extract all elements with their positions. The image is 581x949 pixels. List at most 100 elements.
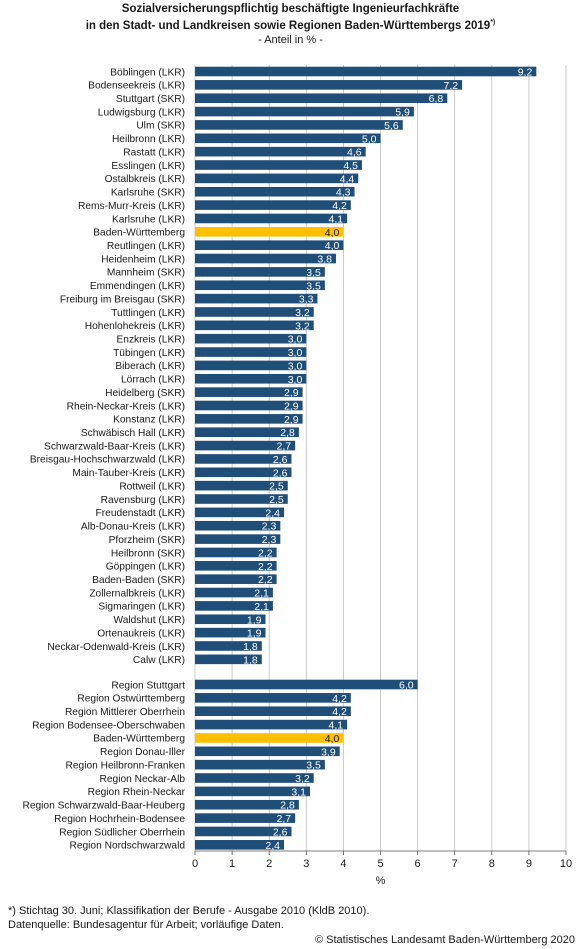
- value-label: 3,2: [295, 320, 310, 332]
- category-label: Stuttgart (SKR): [116, 94, 185, 105]
- category-label: Bodenseekreis (LKR): [88, 81, 185, 92]
- value-label: 5,0: [362, 133, 377, 145]
- category-label: Ostalbkreis (LKR): [105, 174, 185, 185]
- x-tick-label: 5: [377, 858, 383, 870]
- value-label: 3,8: [317, 254, 332, 266]
- value-label: 3,5: [306, 267, 321, 279]
- bar: [195, 427, 299, 438]
- value-label: 3,0: [288, 334, 303, 346]
- category-label: Neckar-Odenwald-Kreis (LKR): [47, 642, 185, 653]
- bar: [195, 93, 448, 104]
- value-label: 2,9: [284, 401, 299, 413]
- value-label: 2,2: [258, 561, 273, 573]
- category-label: Freiburg im Breisgau (SKR): [60, 294, 185, 305]
- bar: [195, 654, 262, 665]
- category-label: Region Heilbronn-Franken: [66, 760, 185, 771]
- bar: [195, 733, 344, 743]
- chart-title: Sozialversicherungspflichtig beschäftigt…: [0, 2, 581, 33]
- value-label: 3,0: [288, 347, 303, 359]
- bar: [195, 320, 314, 331]
- value-label: 5,9: [395, 107, 410, 119]
- value-label: 3,9: [321, 746, 336, 758]
- category-label: Göppingen (LKR): [106, 562, 185, 573]
- category-label: Hohenlohekreis (LKR): [85, 321, 185, 332]
- category-label: Region Südlicher Oberrhein: [59, 827, 185, 838]
- footnote-line-1: *) Stichtag 30. Juni; Klassifikation der…: [8, 905, 370, 917]
- value-label: 2,6: [273, 826, 288, 838]
- bar: [195, 679, 418, 690]
- value-labels: 9,27,26,85,95,65,04,64,54,44,34,24,14,04…: [243, 67, 532, 852]
- bar: [195, 440, 296, 451]
- x-tick-label: 6: [415, 858, 421, 870]
- category-label: Böblingen (LKR): [110, 67, 185, 78]
- value-label: 1,8: [243, 641, 258, 653]
- bar: [195, 587, 273, 598]
- x-tick-label: 4: [340, 858, 346, 870]
- bar: [195, 706, 351, 717]
- chart-title-line-1: Sozialversicherungspflichtig beschäftigt…: [121, 3, 460, 15]
- x-axis-label: %: [376, 875, 386, 887]
- bar: [195, 627, 266, 638]
- category-label: Rottweil (LKR): [119, 481, 185, 492]
- value-label: 6,8: [429, 93, 444, 105]
- bar: [195, 173, 359, 184]
- bar: [195, 719, 348, 730]
- value-label: 3,0: [288, 374, 303, 386]
- value-label: 2,4: [265, 507, 280, 519]
- category-label: Esslingen (LKR): [111, 161, 185, 172]
- value-label: 2,1: [254, 588, 269, 600]
- bar: [195, 520, 281, 531]
- bar: [195, 494, 288, 504]
- value-label: 2,7: [277, 441, 292, 453]
- value-label: 2,3: [262, 521, 277, 533]
- category-label: Pforzheim (SKR): [109, 535, 185, 546]
- footnote: *) Stichtag 30. Juni; Klassifikation der…: [8, 904, 369, 932]
- category-label: Heilbronn (SKR): [111, 548, 185, 559]
- value-label: 4,5: [343, 160, 358, 172]
- bar-chart: Böblingen (LKR) Bodenseekreis (LKR) Stuttg…: [22, 65, 572, 887]
- bar: [195, 227, 344, 237]
- category-label: Ravensburg (LKR): [101, 495, 185, 506]
- value-label: 4,3: [336, 187, 351, 199]
- bar: [195, 414, 303, 424]
- category-label: Reutlingen (LKR): [107, 241, 185, 252]
- category-label: Region Rhein-Neckar: [88, 787, 186, 798]
- value-label: 2,1: [254, 601, 269, 613]
- value-label: 4,1: [329, 720, 344, 732]
- category-labels: Böblingen (LKR) Bodenseekreis (LKR) Stuttg…: [22, 67, 185, 851]
- category-label: Schwäbisch Hall (LKR): [81, 428, 185, 439]
- category-label: Enzkreis (LKR): [117, 335, 186, 346]
- bar: [195, 280, 325, 291]
- category-label: Breisgau-Hochschwarzwald (LKR): [30, 455, 185, 466]
- value-label: 3,5: [306, 280, 321, 292]
- bar: [195, 574, 277, 584]
- category-label: Region Ostwürttemberg: [77, 694, 185, 705]
- value-label: 3,1: [291, 786, 306, 798]
- bar: [195, 267, 325, 277]
- value-label: 2,8: [280, 427, 295, 439]
- bar: [195, 360, 307, 371]
- value-label: 1,9: [247, 614, 262, 626]
- value-label: 2,5: [269, 494, 284, 506]
- value-label: 2,9: [284, 387, 299, 399]
- bar: [195, 106, 414, 117]
- category-label: Schwarzwald-Baar-Kreis (LKR): [44, 441, 185, 452]
- bar: [195, 507, 285, 518]
- category-label: Konstanz (LKR): [113, 415, 185, 426]
- bar: [195, 799, 299, 810]
- bar: [195, 773, 314, 783]
- bar: [195, 293, 318, 304]
- value-label: 2,2: [258, 574, 273, 586]
- value-label: 3,3: [299, 294, 314, 306]
- category-label: Rastatt (LKR): [123, 147, 185, 158]
- bar: [195, 759, 325, 770]
- bar: [195, 561, 277, 571]
- value-label: 2,7: [277, 813, 292, 825]
- category-label: Mannheim (SKR): [107, 268, 185, 279]
- bar: [195, 813, 296, 823]
- value-label: 4,1: [329, 213, 344, 225]
- category-label: Region Schwarzwald-Baar-Heuberg: [22, 801, 185, 812]
- category-label: Tübingen (LKR): [113, 348, 185, 359]
- bar: [195, 641, 262, 651]
- footnote-source: Datenquelle: Bundesagentur für Arbeit; v…: [8, 919, 284, 931]
